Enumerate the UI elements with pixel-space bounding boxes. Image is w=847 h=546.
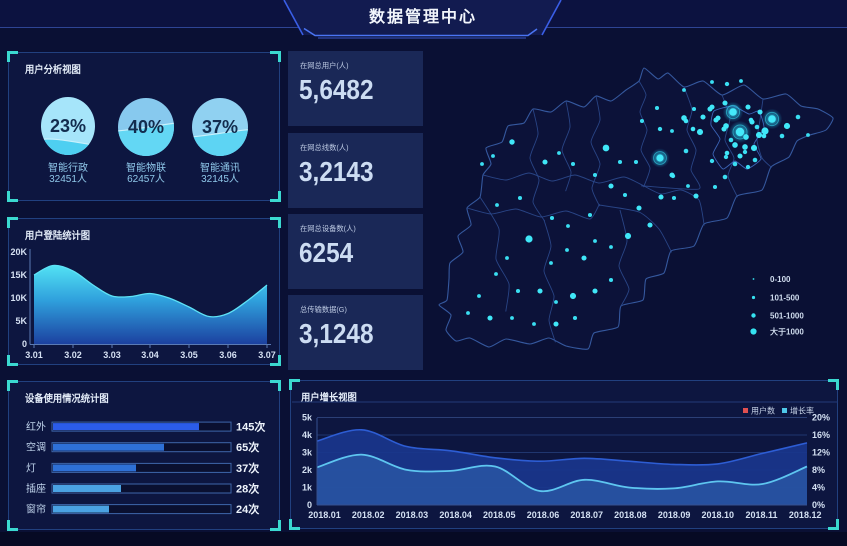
svg-text:8%: 8% bbox=[812, 465, 825, 475]
svg-text:24次: 24次 bbox=[236, 502, 259, 516]
svg-text:501-1000: 501-1000 bbox=[770, 312, 804, 321]
svg-text:37%: 37% bbox=[202, 117, 238, 137]
svg-text:37次: 37次 bbox=[236, 461, 259, 475]
svg-text:智能通讯: 智能通讯 bbox=[200, 161, 240, 174]
svg-text:32145人: 32145人 bbox=[201, 173, 239, 185]
svg-text:用户数: 用户数 bbox=[751, 406, 775, 416]
svg-text:3.02: 3.02 bbox=[64, 350, 82, 360]
svg-text:2018.07: 2018.07 bbox=[570, 510, 603, 520]
svg-text:20K: 20K bbox=[10, 247, 27, 257]
svg-text:0: 0 bbox=[307, 500, 312, 510]
svg-text:16%: 16% bbox=[812, 430, 830, 440]
svg-text:2018.11: 2018.11 bbox=[745, 510, 777, 520]
svg-text:2018.06: 2018.06 bbox=[527, 510, 560, 520]
svg-text:2018.10: 2018.10 bbox=[702, 510, 735, 520]
svg-text:2018.09: 2018.09 bbox=[658, 510, 691, 520]
svg-text:101-500: 101-500 bbox=[770, 294, 800, 303]
svg-text:灯: 灯 bbox=[26, 462, 36, 474]
svg-text:4k: 4k bbox=[302, 430, 313, 440]
svg-text:3.06: 3.06 bbox=[219, 350, 237, 360]
svg-text:3.07: 3.07 bbox=[258, 350, 276, 360]
svg-text:3k: 3k bbox=[302, 448, 313, 458]
svg-text:10K: 10K bbox=[10, 293, 27, 303]
svg-text:2018.04: 2018.04 bbox=[439, 510, 472, 520]
svg-text:增长率: 增长率 bbox=[790, 406, 814, 416]
svg-text:3.01: 3.01 bbox=[25, 350, 43, 360]
svg-text:5K: 5K bbox=[15, 316, 27, 326]
svg-text:窗帘: 窗帘 bbox=[26, 503, 46, 516]
svg-text:插座: 插座 bbox=[26, 482, 46, 495]
svg-text:40%: 40% bbox=[128, 117, 164, 137]
svg-text:20%: 20% bbox=[812, 413, 830, 423]
svg-text:65次: 65次 bbox=[236, 440, 259, 454]
svg-text:空调: 空调 bbox=[26, 441, 46, 454]
svg-text:2018.05: 2018.05 bbox=[483, 510, 516, 520]
svg-text:4%: 4% bbox=[812, 483, 825, 493]
svg-text:2018.01: 2018.01 bbox=[308, 510, 341, 520]
svg-text:智能行政: 智能行政 bbox=[48, 161, 88, 174]
svg-text:62457人: 62457人 bbox=[127, 173, 165, 185]
svg-text:3.03: 3.03 bbox=[103, 350, 121, 360]
svg-text:3.05: 3.05 bbox=[180, 350, 198, 360]
svg-text:145次: 145次 bbox=[236, 420, 265, 434]
svg-text:2018.03: 2018.03 bbox=[396, 510, 429, 520]
svg-text:15K: 15K bbox=[10, 270, 27, 280]
svg-text:0: 0 bbox=[22, 339, 27, 349]
svg-text:智能物联: 智能物联 bbox=[126, 161, 166, 174]
svg-text:3.04: 3.04 bbox=[141, 350, 159, 360]
svg-text:12%: 12% bbox=[812, 448, 830, 458]
svg-text:大于1000: 大于1000 bbox=[770, 327, 804, 337]
svg-text:红外: 红外 bbox=[26, 420, 46, 433]
svg-text:2018.02: 2018.02 bbox=[352, 510, 385, 520]
svg-text:23%: 23% bbox=[50, 116, 86, 136]
svg-text:1k: 1k bbox=[302, 483, 313, 493]
svg-text:2k: 2k bbox=[302, 465, 313, 475]
svg-text:5k: 5k bbox=[302, 413, 313, 423]
svg-text:数据管理中心: 数据管理中心 bbox=[369, 7, 477, 26]
svg-text:2018.12: 2018.12 bbox=[789, 510, 822, 520]
svg-text:32451人: 32451人 bbox=[49, 173, 87, 185]
svg-text:28次: 28次 bbox=[236, 482, 259, 496]
svg-text:2018.08: 2018.08 bbox=[614, 510, 647, 520]
svg-text:0-100: 0-100 bbox=[770, 275, 791, 284]
svg-text:0%: 0% bbox=[812, 500, 825, 510]
